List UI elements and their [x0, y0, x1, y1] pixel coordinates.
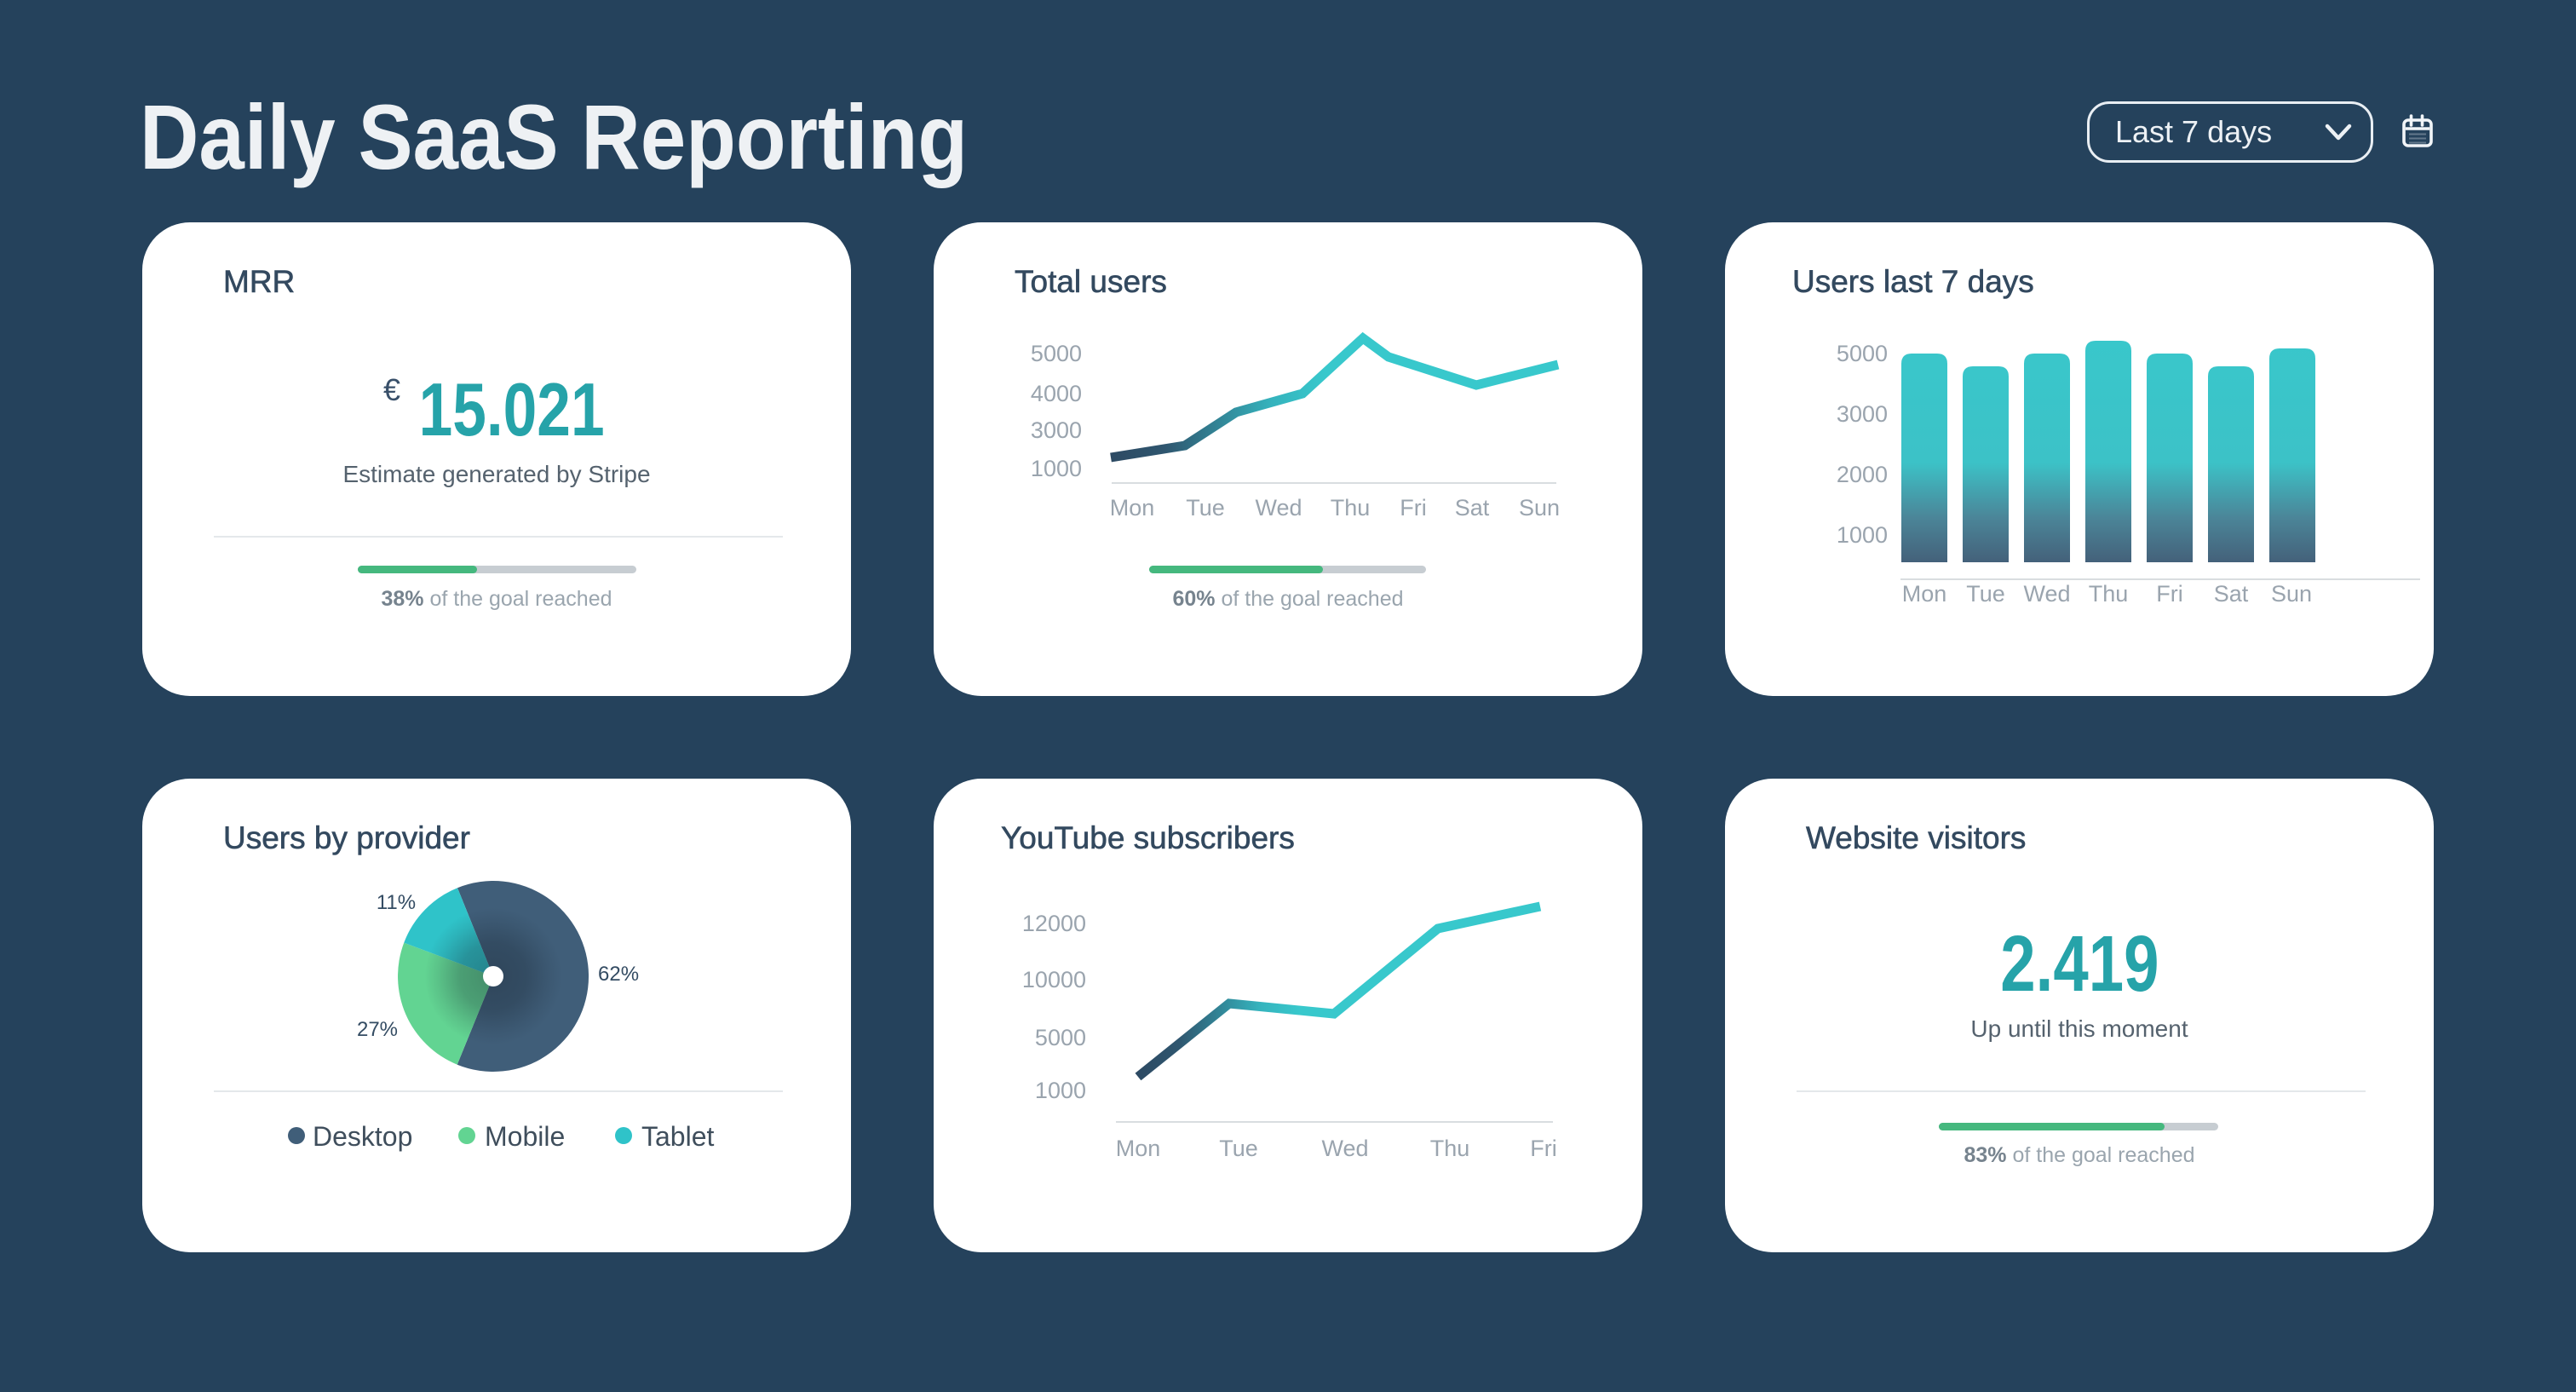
- svg-text:5000: 5000: [1837, 341, 1888, 366]
- svg-text:4000: 4000: [1031, 381, 1082, 406]
- svg-text:Tue: Tue: [1966, 581, 2005, 607]
- svg-text:Fri: Fri: [1400, 495, 1426, 521]
- svg-text:5000: 5000: [1031, 341, 1082, 366]
- svg-text:Sat: Sat: [1455, 495, 1490, 521]
- svg-text:Sun: Sun: [2271, 581, 2312, 607]
- svg-text:Mon: Mon: [1902, 581, 1947, 607]
- svg-text:Thu: Thu: [2089, 581, 2129, 607]
- svg-text:10000: 10000: [1022, 967, 1086, 992]
- svg-text:Wed: Wed: [1255, 495, 1302, 521]
- svg-text:Desktop: Desktop: [313, 1121, 412, 1152]
- svg-text:3000: 3000: [1031, 417, 1082, 443]
- svg-text:Wed: Wed: [2023, 581, 2070, 607]
- svg-text:Sat: Sat: [2214, 581, 2249, 607]
- svg-text:2000: 2000: [1837, 462, 1888, 487]
- svg-text:1000: 1000: [1035, 1078, 1086, 1103]
- svg-text:Thu: Thu: [1430, 1136, 1470, 1161]
- svg-text:Mon: Mon: [1116, 1136, 1161, 1161]
- svg-text:Fri: Fri: [2156, 581, 2182, 607]
- svg-text:Tue: Tue: [1219, 1136, 1258, 1161]
- svg-text:Sun: Sun: [1519, 495, 1560, 521]
- svg-text:Mon: Mon: [1110, 495, 1155, 521]
- svg-text:62%: 62%: [598, 963, 639, 986]
- svg-text:Thu: Thu: [1331, 495, 1371, 521]
- svg-text:Wed: Wed: [1321, 1136, 1368, 1161]
- svg-text:Mobile: Mobile: [485, 1121, 565, 1152]
- svg-text:12000: 12000: [1022, 911, 1086, 936]
- svg-text:1000: 1000: [1031, 456, 1082, 481]
- svg-text:Fri: Fri: [1530, 1136, 1556, 1161]
- svg-text:Tue: Tue: [1186, 495, 1225, 521]
- svg-text:5000: 5000: [1035, 1025, 1086, 1050]
- svg-text:11%: 11%: [377, 891, 416, 914]
- svg-text:3000: 3000: [1837, 401, 1888, 427]
- svg-text:Tablet: Tablet: [641, 1121, 715, 1152]
- svg-text:27%: 27%: [357, 1018, 398, 1041]
- svg-text:1000: 1000: [1837, 522, 1888, 548]
